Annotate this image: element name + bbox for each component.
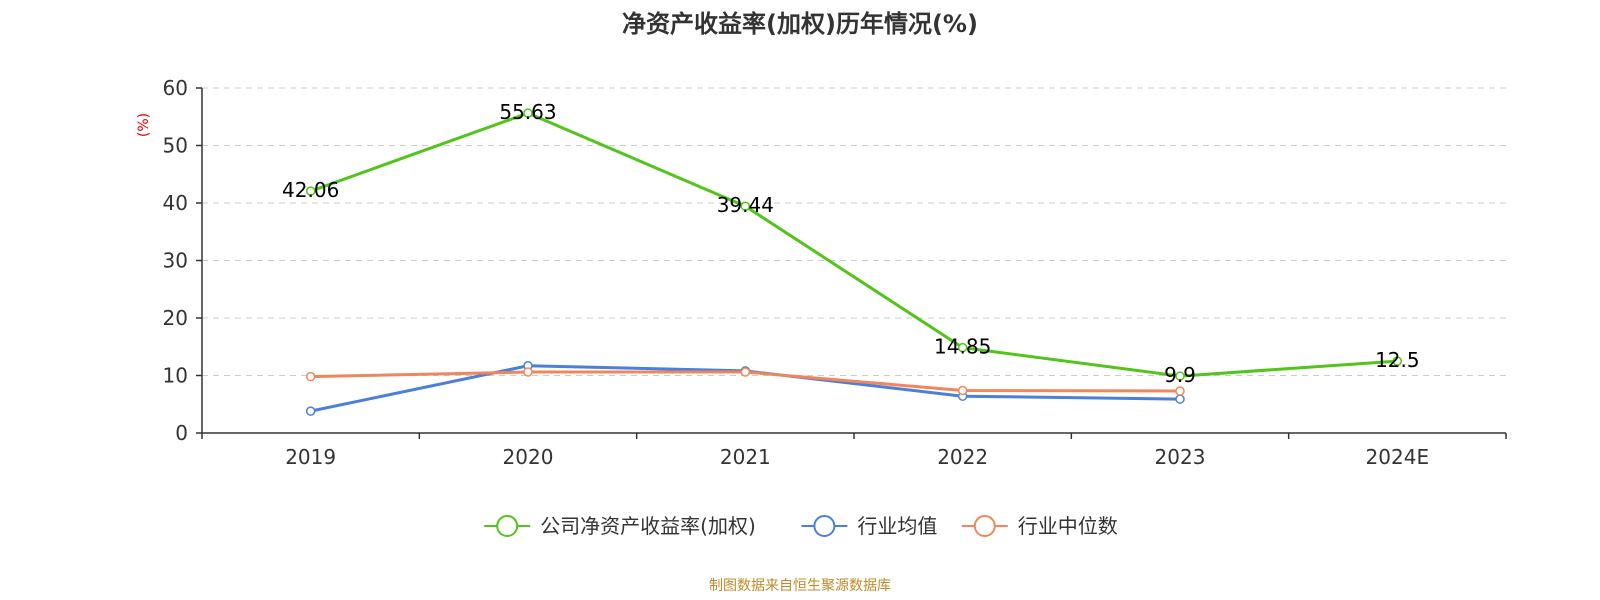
source-note: 制图数据来自恒生聚源数据库 xyxy=(709,578,891,594)
legend-label: 行业均值 xyxy=(857,514,937,538)
data-point xyxy=(740,367,751,377)
legend-label: 行业中位数 xyxy=(1018,514,1118,538)
y-tick-label: 40 xyxy=(163,191,188,215)
legend-marker xyxy=(496,515,519,537)
y-tick-label: 50 xyxy=(163,134,188,158)
data-label: 55.63 xyxy=(499,100,556,124)
data-point xyxy=(305,371,316,382)
x-tick-label: 2024E xyxy=(1366,445,1430,469)
data-point xyxy=(957,342,968,353)
data-point xyxy=(305,406,316,416)
data-point xyxy=(305,186,316,196)
data-point xyxy=(1392,356,1403,366)
axes: 0 10 20 30 40 50 60 2019 2020 2021 2022 2023 2024E xyxy=(163,76,1507,469)
data-labels: 42.06 55.63 39.44 14.85 9.9 12.5 xyxy=(282,100,1420,387)
legend-item-1[interactable]: 行业均值 xyxy=(801,514,937,538)
data-label: 9.9 xyxy=(1164,363,1196,387)
series-line-0 xyxy=(310,111,1398,378)
legend: 公司净资产收益率(加权) 行业均值 行业中位数 xyxy=(484,514,1118,538)
y-tick-label: 60 xyxy=(163,76,188,100)
data-point xyxy=(523,108,533,118)
legend-item-0[interactable]: 公司净资产收益率(加权) xyxy=(484,514,756,538)
legend-marker xyxy=(813,515,836,537)
y-tick-label: 30 xyxy=(163,249,188,273)
y-tick-label: 0 xyxy=(175,421,188,445)
data-label: 12.5 xyxy=(1375,348,1420,372)
data-point xyxy=(1175,394,1185,404)
data-label: 14.85 xyxy=(934,335,991,359)
y-tick-label: 20 xyxy=(163,306,188,330)
x-tick-label: 2020 xyxy=(503,445,554,469)
data-point xyxy=(523,367,533,377)
data-point xyxy=(1175,371,1185,381)
x-tick-label: 2021 xyxy=(720,445,771,469)
y-axis-label: (%) xyxy=(136,113,152,137)
x-tick-label: 2023 xyxy=(1155,445,1206,469)
grid-lines xyxy=(202,87,1506,376)
legend-item-2[interactable]: 行业中位数 xyxy=(961,514,1118,538)
x-tick-label: 2019 xyxy=(285,445,336,469)
data-point xyxy=(1175,386,1185,396)
data-point xyxy=(957,385,968,396)
chart-title: 净资产收益率(加权)历年情况(%) xyxy=(622,10,978,38)
data-label: 39.44 xyxy=(717,193,774,217)
y-tick-label: 10 xyxy=(163,364,188,388)
legend-label: 公司净资产收益率(加权) xyxy=(540,514,756,538)
x-tick-label: 2022 xyxy=(937,445,988,469)
data-point xyxy=(740,201,751,211)
legend-marker xyxy=(973,515,996,537)
series-group xyxy=(305,108,1403,416)
data-label: 42.06 xyxy=(282,178,339,202)
